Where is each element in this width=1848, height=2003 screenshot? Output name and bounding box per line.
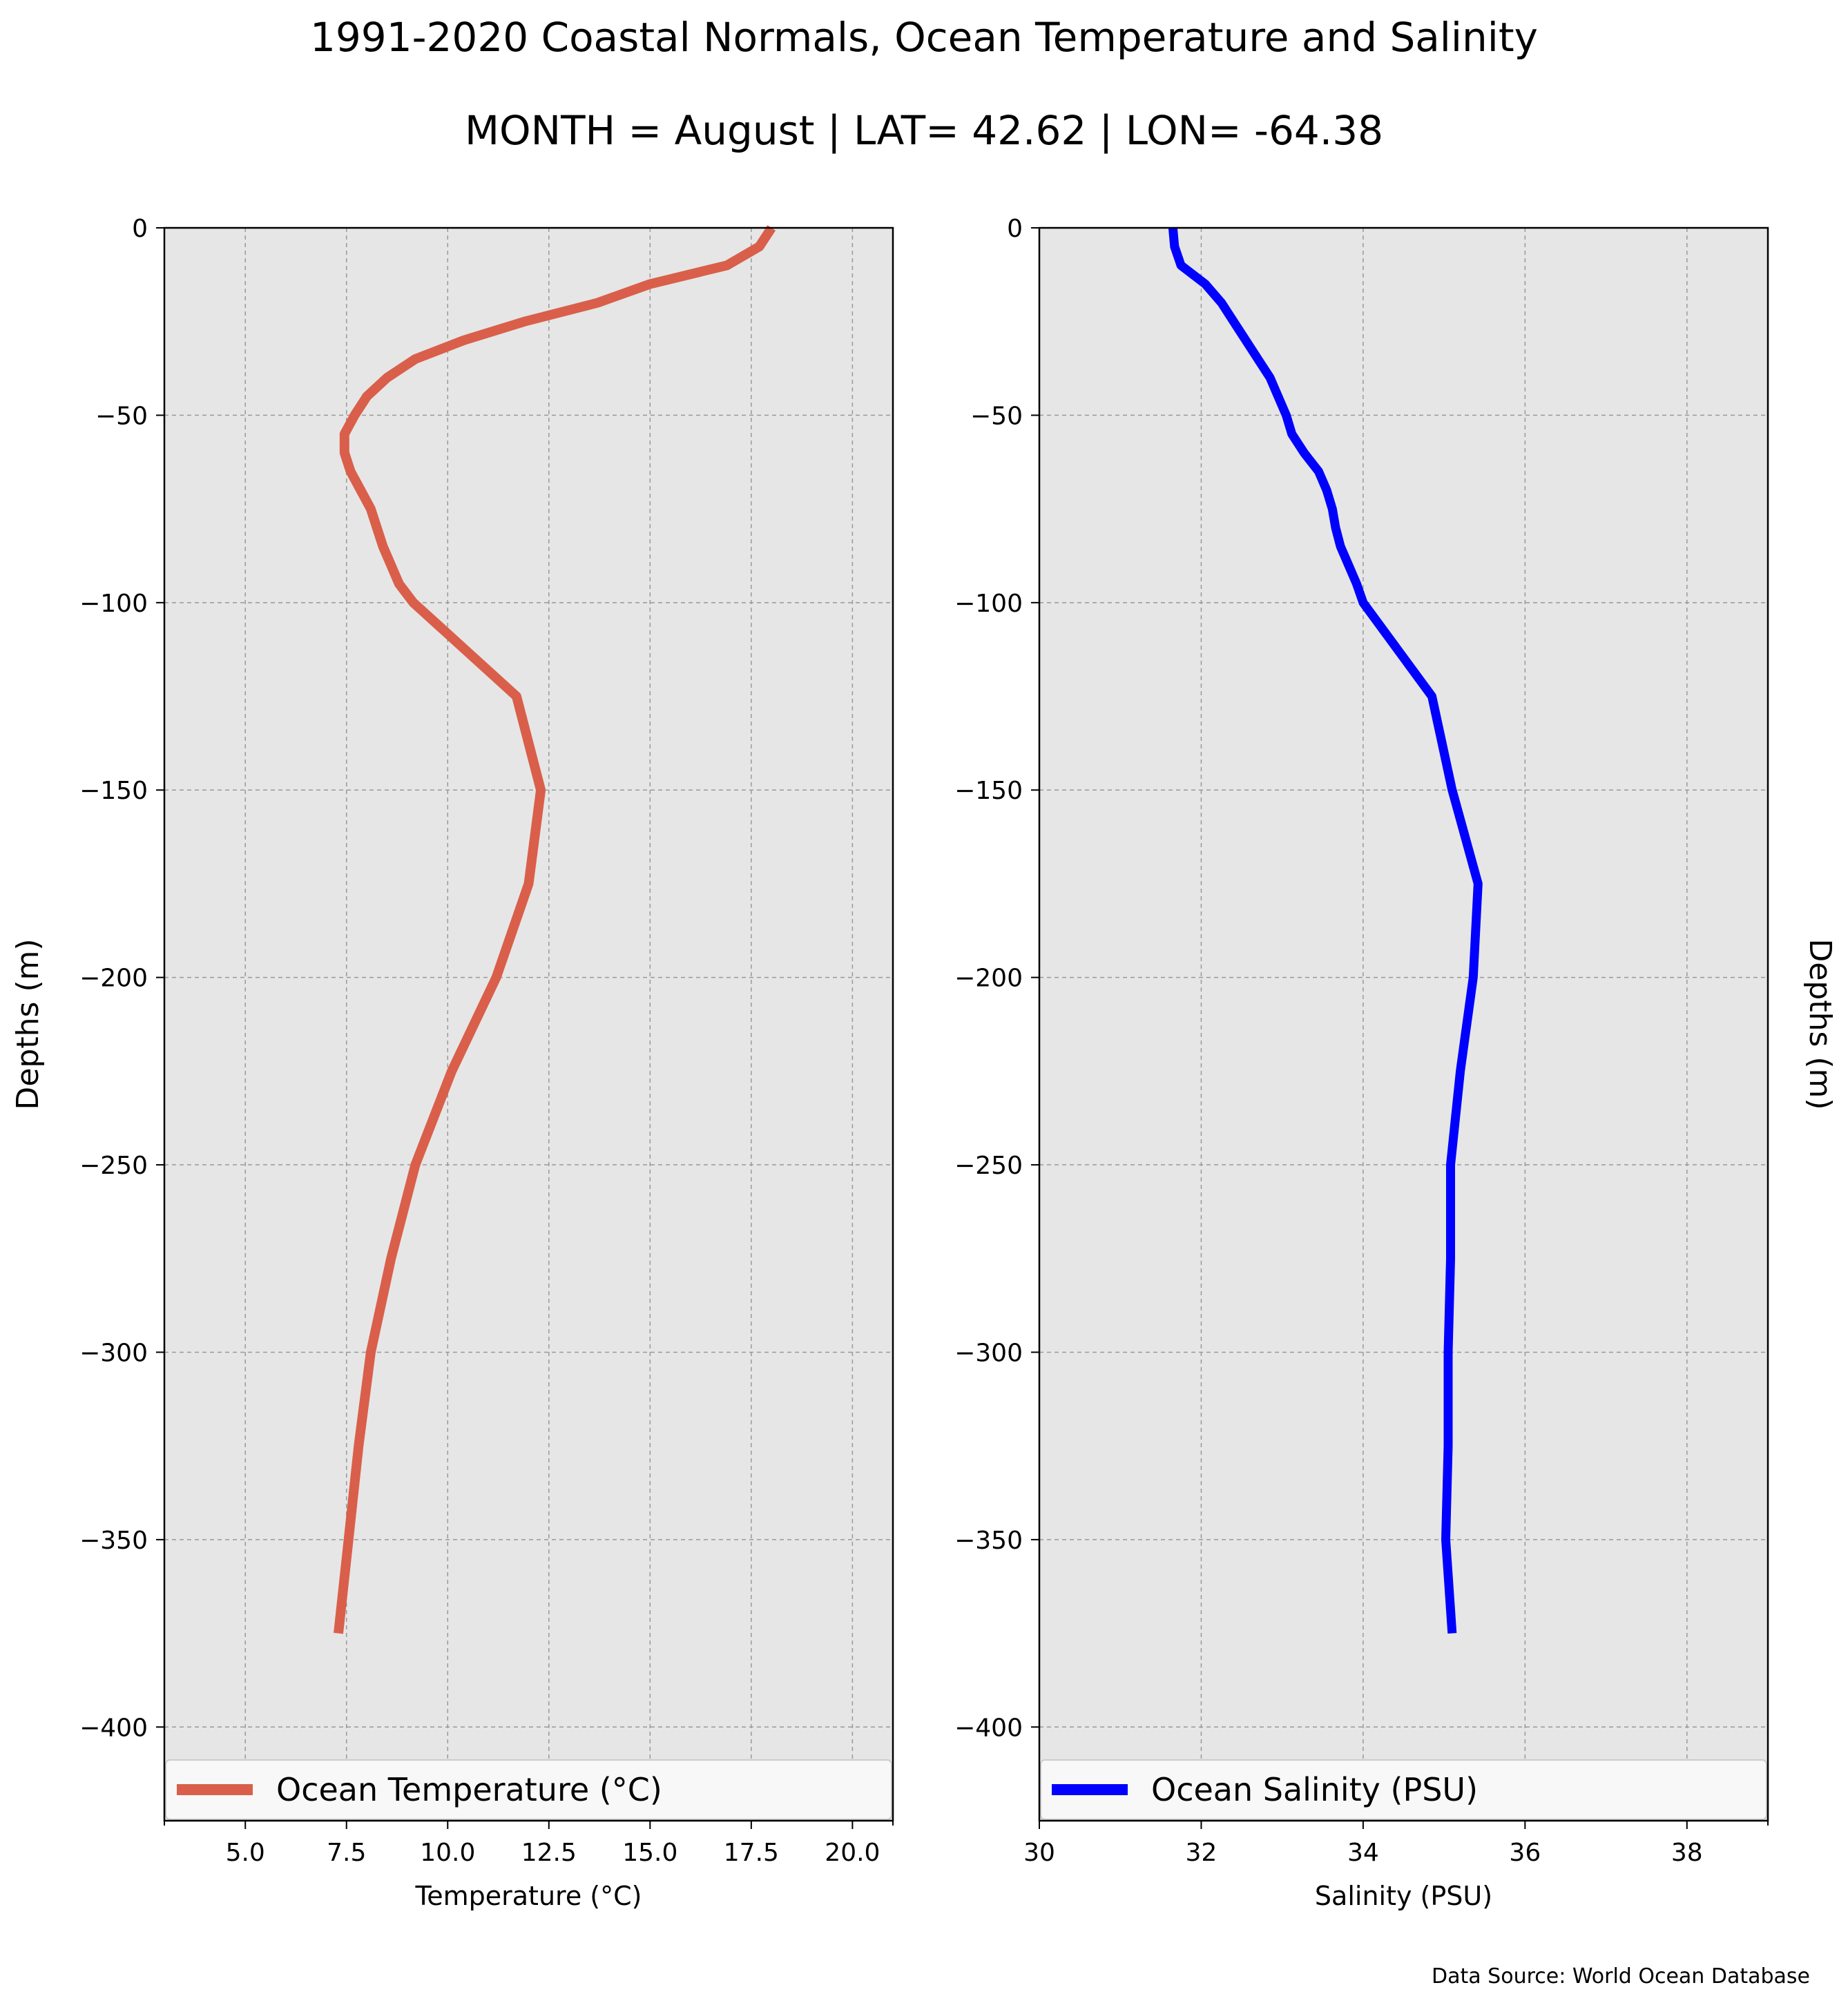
temperature-x-axis-label: Temperature (°C) [415,1881,642,1911]
temperature-x-tick-label: 12.5 [521,1839,577,1867]
salinity-y-tick-label: −400 [954,1714,1023,1742]
salinity-plot-area [1039,228,1768,1821]
salinity-legend: Ocean Salinity (PSU) [1040,1759,1767,1820]
temperature-y-axis: 0 −50 −100 −150 −200 −250 −300 −350 −400 [79,215,164,1742]
salinity-axes-frame [1038,226,1769,1822]
salinity-y-tick-label: −350 [954,1527,1023,1555]
salinity-y-tick-label: 0 [1007,215,1023,243]
salinity-y-tick-label: −200 [954,965,1023,993]
salinity-legend-box [1040,1759,1767,1820]
temperature-y-tick-label: 0 [132,215,148,243]
temperature-x-tick-label: 5.0 [226,1839,265,1867]
salinity-x-tick-label: 36 [1509,1839,1541,1867]
salinity-series-line [1168,227,1483,1634]
salinity-y-tick-label: −50 [970,402,1023,430]
salinity-y-tick-label: −100 [954,590,1023,618]
temperature-x-tick-label: 17.5 [724,1839,779,1867]
temperature-y-tick-label: −150 [79,777,148,805]
temperature-y-tick-label: −50 [95,402,148,430]
salinity-y-tick-label: −300 [954,1339,1023,1367]
chart-title: 1991-2020 Coastal Normals, Ocean Tempera… [310,14,1538,61]
temperature-y-axis-label: Depths (m) [10,938,46,1110]
temperature-y-tick-label: −250 [79,1152,148,1180]
temperature-y-tick-label: −400 [79,1714,148,1742]
temperature-x-tick-label: 15.0 [622,1839,677,1867]
temperature-y-tick-label: −100 [79,590,148,618]
salinity-legend-label: Ocean Salinity (PSU) [1151,1771,1478,1808]
salinity-y-axis-label: Depths (m) [1802,938,1838,1110]
temperature-plot-area [164,228,893,1821]
salinity-y-axis: 0 −50 −100 −150 −200 −250 −300 −350 −400 [954,215,1039,1742]
salinity-x-tick-label: 30 [1023,1839,1055,1867]
temperature-axes-frame [163,226,894,1822]
temperature-series-line [334,225,776,1634]
salinity-y-tick-label: −150 [954,777,1023,805]
temperature-y-tick-label: −350 [79,1527,148,1555]
salinity-x-axis: 30 32 34 36 38 [1023,1821,1769,1867]
temperature-y-tick-label: −300 [79,1339,148,1367]
salinity-x-tick-label: 34 [1347,1839,1379,1867]
temperature-y-tick-label: −200 [79,965,148,993]
salinity-x-tick-label: 38 [1671,1839,1703,1867]
temperature-legend: Ocean Temperature (°C) [165,1759,892,1820]
salinity-y-tick-label: −250 [954,1152,1023,1180]
temperature-x-tick-label: 7.5 [327,1839,366,1867]
temperature-legend-label: Ocean Temperature (°C) [276,1771,662,1808]
temperature-x-axis: 5.0 7.5 10.0 12.5 15.0 17.5 20.0 [164,1821,894,1867]
temperature-panel: Ocean Temperature (°C) 5.0 7.5 10.0 12.5 15.… [10,215,894,1911]
salinity-x-tick-label: 32 [1186,1839,1217,1867]
data-source-note: Data Source: World Ocean Database [1432,1964,1810,1989]
salinity-panel: Ocean Salinity (PSU) 30 32 34 36 38 0 −50 −100… [954,215,1838,1911]
temperature-x-tick-label: 20.0 [825,1839,880,1867]
salinity-x-axis-label: Salinity (PSU) [1315,1881,1492,1911]
temperature-legend-box [165,1759,892,1820]
temperature-x-tick-label: 10.0 [420,1839,475,1867]
chart-subtitle: MONTH = August | LAT= 42.62 | LON= -64.3… [464,107,1383,154]
